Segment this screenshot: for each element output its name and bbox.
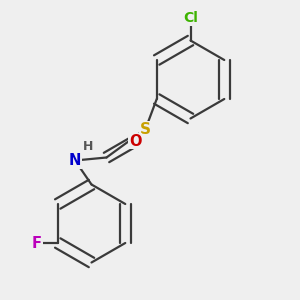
Text: F: F: [32, 236, 42, 250]
Text: H: H: [83, 140, 94, 154]
Text: S: S: [140, 122, 151, 136]
Text: O: O: [129, 134, 141, 148]
Text: Cl: Cl: [183, 11, 198, 25]
Text: N: N: [69, 153, 81, 168]
